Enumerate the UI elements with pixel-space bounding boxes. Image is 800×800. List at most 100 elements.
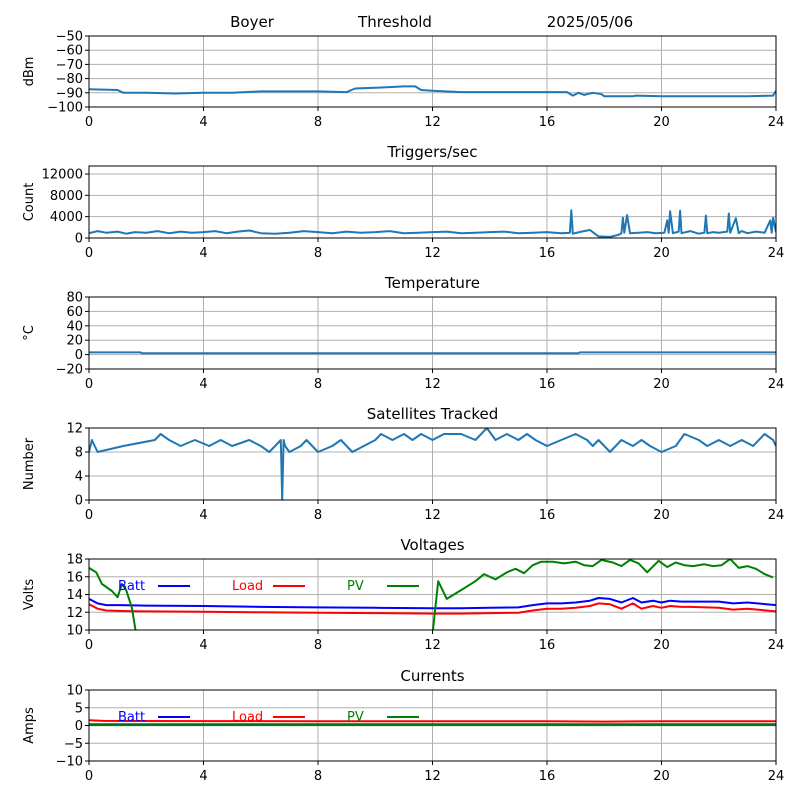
x-tick-label: 20 [653,246,670,261]
x-tick-label: 24 [768,115,785,130]
header-date: 2025/05/06 [547,13,633,31]
panel-title: Voltages [400,536,464,554]
panel-title: Currents [400,667,464,685]
y-tick-label: −60 [56,44,83,59]
x-tick-label: 12 [424,508,441,523]
x-tick-label: 8 [314,769,322,784]
y-tick-label: −70 [56,58,83,73]
y-tick-label: 16 [66,570,83,585]
x-tick-label: 12 [424,246,441,261]
panel-currents: 0 4 8 12 16 20 24 −10 −5 0 5 10 Currents Amps Batt Load… [22,667,784,784]
y-axis-label: dBm [22,57,37,87]
y-tick-label: −80 [56,72,83,87]
x-tick-label: 4 [199,638,207,653]
y-tick-label: 12 [66,422,83,437]
y-tick-label: 10 [66,624,83,639]
x-tick-label: 0 [85,508,93,523]
x-tick-label: 8 [314,638,322,653]
header-site: Boyer [230,13,275,31]
x-tick-label: 20 [653,638,670,653]
series-group [89,85,776,98]
legend-label-batt: Batt [118,579,145,594]
x-tick-label: 24 [768,246,785,261]
x-tick-label: 0 [85,377,93,392]
x-tick-label: 8 [314,246,322,261]
x-tick-label: 16 [539,377,556,392]
legend-label-load: Load [232,579,263,594]
x-tick-label: 0 [85,638,93,653]
y-tick-label: −5 [64,737,83,752]
y-tick-label: 12 [66,606,83,621]
y-tick-label: 0 [75,348,83,363]
series-line-data [89,428,776,500]
x-tick-label: 16 [539,246,556,261]
y-tick-label: 8 [75,446,83,461]
y-tick-label: 10 [66,684,83,699]
series-line-data [89,209,776,238]
legend-label-load: Load [232,710,263,725]
y-tick-label: 8000 [50,189,83,204]
x-tick-label: 16 [539,508,556,523]
y-tick-label: 0 [75,494,83,509]
y-axis-label: Number [22,437,37,490]
y-tick-label: 60 [66,305,83,320]
x-tick-label: 24 [768,638,785,653]
x-tick-label: 12 [424,377,441,392]
y-tick-label: 40 [66,319,83,334]
y-tick-label: 14 [66,588,83,603]
panel-triggers: 0 4 8 12 16 20 24 0 4000 8000 12000 Triggers/sec Cou… [22,143,784,261]
panel-satellites: 0 4 8 12 16 20 24 0 4 8 12 Satellites Tracked Number [22,405,784,523]
header-mode: Threshold [357,13,432,31]
series-line-batt [89,597,776,610]
y-tick-label: 0 [75,719,83,734]
x-tick-label: 20 [653,769,670,784]
x-tick-label: 12 [424,115,441,130]
panel-title: Satellites Tracked [367,405,498,423]
panel-threshold: 0 4 8 12 16 20 24 −100−90−80−70−60−50 dBm [22,30,784,131]
y-tick-label: 20 [66,334,83,349]
x-tick-label: 4 [199,115,207,130]
series-line-load [89,719,776,723]
x-tick-label: 12 [424,638,441,653]
legend-label-batt: Batt [118,710,145,725]
series-line-data [89,351,776,355]
y-axis-label: Amps [22,707,37,744]
y-tick-label: 0 [75,232,83,247]
y-tick-label: 5 [75,701,83,716]
legend-label-pv: PV [347,710,364,725]
x-tick-label: 16 [539,638,556,653]
y-tick-label: 4 [75,470,83,485]
series-group [89,209,776,238]
y-tick-label: 12000 [42,168,83,183]
x-tick-label: 16 [539,115,556,130]
x-tick-label: 24 [768,508,785,523]
y-tick-label: 80 [66,291,83,306]
y-tick-label: −90 [56,86,83,101]
x-tick-label: 20 [653,115,670,130]
x-tick-label: 12 [424,769,441,784]
legend-label-pv: PV [347,579,364,594]
series-line-data [89,85,776,98]
series-group [89,428,776,500]
series-group [89,351,776,355]
x-tick-label: 4 [199,769,207,784]
x-tick-label: 0 [85,115,93,130]
y-tick-label: −20 [56,363,83,378]
y-tick-label: −50 [56,30,83,45]
x-tick-label: 0 [85,769,93,784]
x-tick-label: 24 [768,377,785,392]
x-tick-label: 20 [653,508,670,523]
x-tick-label: 24 [768,769,785,784]
x-tick-label: 0 [85,246,93,261]
x-tick-label: 8 [314,508,322,523]
panel-title: Temperature [384,274,480,292]
series-line-load [89,602,776,615]
y-axis-label: °C [22,325,37,341]
y-tick-label: −10 [56,755,83,770]
y-tick-label: 4000 [50,210,83,225]
x-tick-label: 4 [199,246,207,261]
x-tick-label: 4 [199,377,207,392]
y-axis-label: Volts [22,579,37,611]
